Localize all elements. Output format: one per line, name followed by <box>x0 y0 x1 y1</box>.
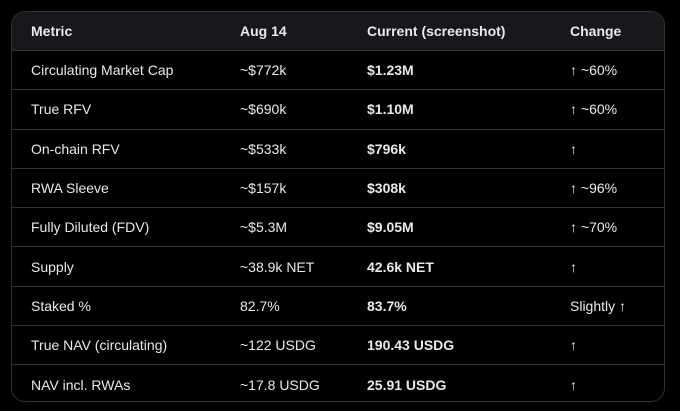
aug14-cell: 82.7% <box>240 297 280 314</box>
change-cell: ↑ <box>570 258 577 275</box>
current-cell: $9.05M <box>367 219 414 236</box>
table-row: NAV incl. RWAs ~17.8 USDG 25.91 USDG ↑ <box>12 365 664 401</box>
change-cell: ↑ <box>570 337 577 354</box>
current-cell: $1.23M <box>367 62 414 79</box>
change-cell: ↑ <box>570 140 577 157</box>
aug14-cell: ~$690k <box>240 101 287 118</box>
metric-cell: Supply <box>31 258 74 275</box>
change-cell: Slightly ↑ <box>570 297 627 314</box>
table-row: Staked % 82.7% 83.7% Slightly ↑ <box>12 287 664 327</box>
metric-cell: Circulating Market Cap <box>31 62 174 79</box>
aug14-cell: ~$772k <box>240 62 287 79</box>
metric-cell: Staked % <box>31 297 91 314</box>
table-row: RWA Sleeve ~$157k $308k ↑ ~96% <box>12 169 664 209</box>
current-cell: 42.6k NET <box>367 258 434 275</box>
metric-cell: RWA Sleeve <box>31 180 109 197</box>
current-cell: $308k <box>367 180 406 197</box>
metric-cell: Fully Diluted (FDV) <box>31 219 150 236</box>
current-cell: 25.91 USDG <box>367 376 447 393</box>
table-row: Fully Diluted (FDV) ~$5.3M $9.05M ↑ ~70% <box>12 208 664 248</box>
metric-cell: True NAV (circulating) <box>31 337 168 354</box>
table-row: Supply ~38.9k NET 42.6k NET ↑ <box>12 247 664 287</box>
change-cell: ↑ ~60% <box>570 62 618 79</box>
change-cell: ↑ ~70% <box>570 219 618 236</box>
table-row: True RFV ~$690k $1.10M ↑ ~60% <box>12 90 664 130</box>
aug14-cell: ~$157k <box>240 180 287 197</box>
table-row: True NAV (circulating) ~122 USDG 190.43 … <box>12 326 664 366</box>
table-row: Circulating Market Cap ~$772k $1.23M ↑ ~… <box>12 51 664 91</box>
table-header: Metric Aug 14 Current (screenshot) Chang… <box>12 12 664 51</box>
change-cell: ↑ ~60% <box>570 101 618 118</box>
header-metric: Metric <box>31 23 73 39</box>
current-cell: 190.43 USDG <box>367 337 455 354</box>
table-row: On-chain RFV ~$533k $796k ↑ <box>12 130 664 169</box>
current-cell: $1.10M <box>367 101 414 118</box>
header-current: Current (screenshot) <box>367 23 506 39</box>
header-change: Change <box>570 23 622 39</box>
current-cell: 83.7% <box>367 297 407 314</box>
metric-cell: True RFV <box>31 101 92 118</box>
metric-cell: NAV incl. RWAs <box>31 376 131 393</box>
metric-cell: On-chain RFV <box>31 140 120 157</box>
comparison-table: Metric Aug 14 Current (screenshot) Chang… <box>11 11 665 402</box>
aug14-cell: ~17.8 USDG <box>240 376 320 393</box>
current-cell: $796k <box>367 140 406 157</box>
change-cell: ↑ <box>570 376 577 393</box>
header-aug14: Aug 14 <box>240 23 287 39</box>
aug14-cell: ~$533k <box>240 140 287 157</box>
aug14-cell: ~38.9k NET <box>240 258 315 275</box>
change-cell: ↑ ~96% <box>570 180 618 197</box>
aug14-cell: ~$5.3M <box>240 219 288 236</box>
aug14-cell: ~122 USDG <box>240 337 316 354</box>
